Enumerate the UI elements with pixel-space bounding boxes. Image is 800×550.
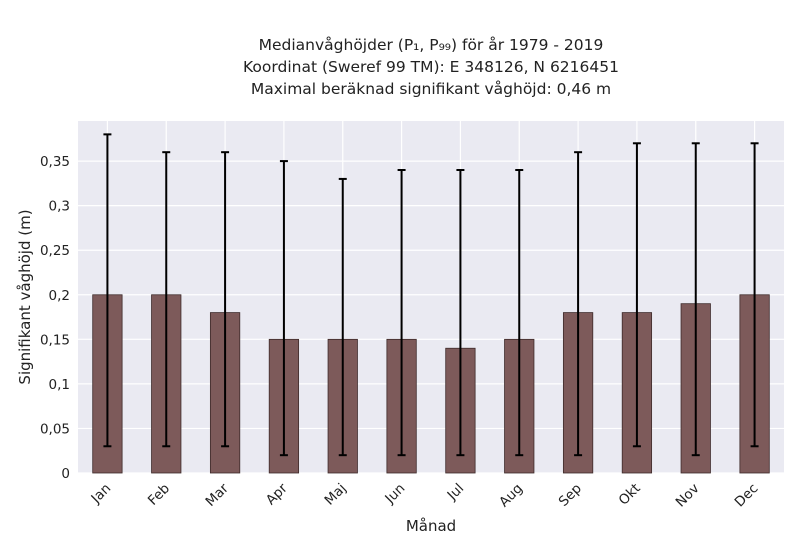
x-tick-label: Dec bbox=[732, 481, 762, 511]
y-tick-label: 0,25 bbox=[40, 243, 70, 259]
x-axis-label: Månad bbox=[406, 517, 456, 535]
y-tick-label: 0,05 bbox=[40, 421, 70, 437]
x-tick-label: Sep bbox=[556, 481, 585, 510]
chart-title: Medianvåghöjder (P₁, P₉₉) för år 1979 - … bbox=[78, 34, 784, 100]
error-bar bbox=[515, 169, 524, 457]
error-bar bbox=[162, 151, 171, 448]
chart-title-line-2: Koordinat (Sweref 99 TM): E 348126, N 62… bbox=[243, 58, 619, 76]
y-tick-label: 0,2 bbox=[49, 288, 70, 304]
x-tick-label: Jul bbox=[444, 481, 468, 505]
error-bar bbox=[103, 133, 112, 448]
x-tick-label: Feb bbox=[145, 481, 173, 509]
y-tick-label: 0,3 bbox=[49, 199, 70, 215]
x-tick-label: Okt bbox=[616, 481, 644, 509]
x-tick-label: Jan bbox=[88, 481, 115, 508]
error-bar bbox=[397, 169, 406, 457]
x-tick-label: Maj bbox=[322, 481, 350, 509]
y-axis-ticks: 0 0,05 0,1 0,15 0,2 0,25 0,3 0,35 bbox=[40, 154, 70, 482]
y-tick-label: 0 bbox=[61, 466, 70, 482]
x-tick-label: Jun bbox=[381, 481, 408, 508]
y-tick-label: 0,1 bbox=[49, 377, 70, 393]
y-axis-label: Signifikant våghöjd (m) bbox=[16, 209, 34, 384]
error-bar bbox=[574, 151, 583, 457]
x-axis-ticks: Jan Feb Mar Apr Maj Jun Jul Aug Sep Okt Nov Dec bbox=[88, 480, 762, 510]
x-tick-label: Aug bbox=[496, 481, 526, 511]
x-tick-label: Nov bbox=[673, 481, 703, 511]
error-bar bbox=[279, 160, 288, 457]
error-bar bbox=[221, 151, 230, 448]
error-bars bbox=[103, 133, 759, 457]
x-tick-label: Mar bbox=[203, 480, 233, 510]
error-bar bbox=[691, 142, 700, 457]
y-tick-label: 0,15 bbox=[40, 332, 70, 348]
chart-title-line-1: Medianvåghöjder (P₁, P₉₉) för år 1979 - … bbox=[258, 36, 604, 54]
plot-area bbox=[78, 121, 784, 473]
error-bar bbox=[750, 142, 759, 448]
y-tick-label: 0,35 bbox=[40, 154, 70, 170]
error-bar bbox=[632, 142, 641, 448]
error-bar bbox=[456, 169, 465, 457]
x-tick-label: Apr bbox=[263, 480, 291, 508]
chart-title-line-3: Maximal beräknad signifikant våghöjd: 0,… bbox=[250, 80, 612, 98]
error-bar bbox=[338, 177, 347, 457]
